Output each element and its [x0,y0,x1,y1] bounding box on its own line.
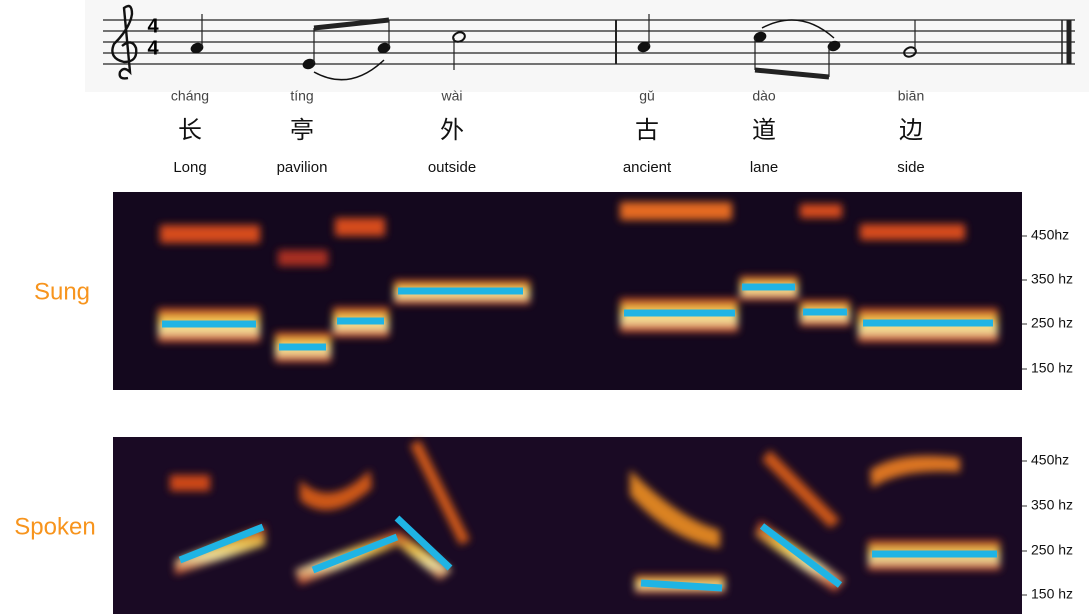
hanzi: 古 [635,116,659,144]
notes [190,14,917,81]
freq-label: 450hz [1031,227,1069,243]
sung-spectrogram [113,192,1022,390]
pinyin: wài [440,88,462,104]
pinyin: gǔ [639,88,655,104]
gloss: lane [750,159,778,176]
pinyin: dào [752,88,776,104]
hanzi: 道 [752,116,776,144]
gloss: outside [428,159,476,176]
hanzi: 长 [178,116,202,144]
hanzi: 外 [440,116,464,144]
panel-label: Spoken [14,513,95,540]
lyrics: cháng 长 Long tíng 亭 pavilion wài 外 outside gǔ 古 anc… [171,88,925,176]
treble-clef [111,4,138,80]
pinyin: cháng [171,88,209,104]
panel-labels: Sung 450hz 350 hz 250 hz 150 hz Spoken 450hz 35… [14,227,1073,602]
gloss: Long [173,159,206,176]
hanzi: 亭 [290,116,314,144]
time-sig-top: 4 [147,15,159,37]
freq-label: 150 hz [1031,586,1073,602]
gloss: pavilion [277,159,328,176]
freq-label: 350 hz [1031,271,1073,287]
pinyin: tíng [290,88,313,104]
hanzi: 边 [899,116,923,144]
freq-label: 450hz [1031,452,1069,468]
freq-label: 350 hz [1031,497,1073,513]
time-sig-bottom: 4 [147,37,159,59]
gloss: ancient [623,159,672,176]
freq-label: 250 hz [1031,315,1073,331]
pinyin: biān [898,88,924,104]
freq-label: 150 hz [1031,360,1073,376]
panel-label: Sung [34,278,90,305]
freq-label: 250 hz [1031,542,1073,558]
gloss: side [897,159,925,176]
staff: 4 4 [85,0,1089,92]
spoken-spectrogram [113,437,1022,614]
